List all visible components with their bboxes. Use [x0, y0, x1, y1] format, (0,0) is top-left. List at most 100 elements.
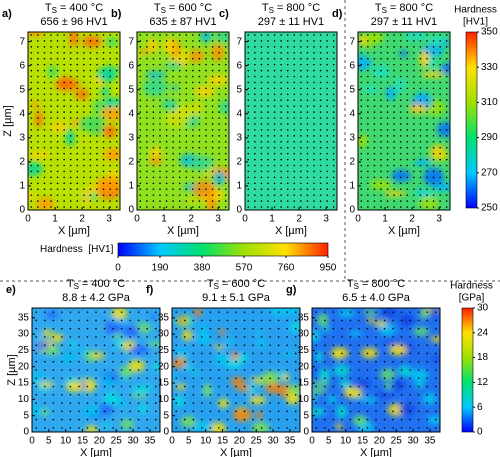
heatmap-blob — [421, 71, 445, 78]
dot — [192, 385, 195, 388]
dot — [139, 129, 142, 131]
dot — [399, 75, 402, 78]
dot — [56, 170, 59, 173]
heatmap-blob — [418, 196, 439, 210]
dot — [432, 182, 435, 185]
dot — [226, 352, 229, 355]
dot — [373, 40, 376, 42]
dot — [319, 105, 322, 107]
dot — [267, 111, 269, 113]
dot — [146, 34, 148, 36]
dot — [260, 194, 263, 196]
dot — [419, 69, 422, 72]
x-tick-label: 30 — [127, 436, 139, 447]
dot — [358, 410, 360, 413]
dot — [178, 111, 181, 113]
dot — [243, 352, 246, 355]
dot — [417, 427, 420, 429]
dot — [165, 200, 168, 202]
dot — [129, 385, 131, 388]
dot — [152, 111, 155, 113]
dot — [35, 369, 38, 371]
dot — [277, 385, 280, 388]
dot — [300, 176, 302, 179]
dot — [439, 93, 441, 96]
dot — [184, 410, 186, 413]
panel-label: c) — [219, 8, 229, 20]
dot — [96, 40, 98, 42]
dot — [52, 360, 55, 363]
dot — [383, 311, 386, 313]
dot — [439, 117, 441, 119]
dot — [432, 87, 435, 90]
dot — [109, 135, 111, 137]
dot — [172, 34, 174, 36]
dot — [50, 206, 52, 208]
panel-title: TS = 800 °C — [375, 2, 433, 15]
dot — [139, 140, 142, 143]
dot — [332, 402, 335, 404]
dot — [50, 87, 52, 90]
dot — [280, 123, 282, 125]
y-tick-label: 15 — [18, 378, 30, 389]
dot — [273, 69, 276, 72]
dot — [273, 129, 276, 131]
dot — [192, 188, 194, 191]
dot — [172, 93, 174, 96]
dot — [409, 394, 411, 396]
dot — [306, 87, 309, 90]
dot — [319, 69, 322, 72]
dot — [445, 40, 448, 42]
y-tick-label: 7 — [128, 36, 134, 47]
dot — [211, 158, 214, 161]
dot — [273, 87, 276, 90]
dot — [37, 87, 39, 90]
dot — [139, 194, 142, 196]
dot — [172, 111, 174, 113]
dot — [286, 336, 289, 338]
dot — [224, 140, 227, 143]
dot — [120, 385, 123, 388]
dot — [224, 123, 227, 125]
dot — [63, 93, 65, 96]
dot — [409, 410, 411, 413]
dot — [439, 135, 441, 137]
dot — [373, 99, 376, 102]
dot — [419, 158, 422, 161]
dot — [432, 51, 435, 54]
heatmap-blob — [91, 352, 105, 359]
dot — [286, 402, 289, 404]
dot — [159, 40, 161, 42]
dot — [252, 311, 254, 313]
dot — [226, 418, 229, 421]
dot — [146, 69, 148, 72]
dot — [211, 140, 214, 143]
dot — [277, 319, 280, 322]
dot — [224, 164, 227, 167]
heatmap-blob — [419, 309, 429, 319]
dot — [293, 188, 296, 191]
title-sub: S — [382, 6, 387, 15]
dot — [243, 336, 246, 338]
x-tick-label: 15 — [77, 436, 89, 447]
dot — [332, 194, 335, 196]
dot — [198, 93, 201, 96]
dot — [50, 176, 52, 179]
dot — [205, 182, 207, 185]
dot — [192, 319, 195, 322]
heatmap-blob — [255, 339, 268, 347]
dot — [61, 402, 63, 404]
dot — [172, 51, 174, 54]
dot — [426, 352, 429, 355]
heatmap-blob — [219, 329, 225, 336]
dot — [313, 182, 315, 185]
dot — [218, 46, 220, 48]
dot — [439, 63, 441, 66]
dot — [319, 87, 322, 90]
dot — [313, 176, 315, 179]
dot — [146, 81, 148, 84]
dot — [61, 418, 63, 421]
dot — [413, 34, 415, 36]
dot — [419, 152, 422, 155]
dot — [426, 146, 428, 149]
